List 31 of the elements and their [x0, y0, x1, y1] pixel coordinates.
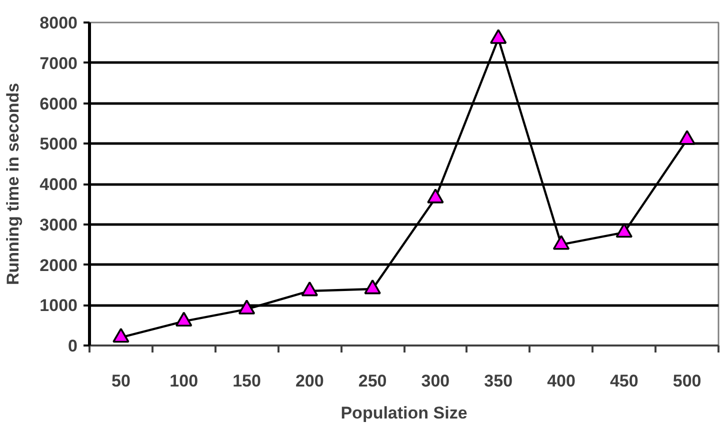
x-tick-label: 150 [232, 372, 261, 390]
y-tick-label: 4000 [40, 175, 78, 194]
x-tick-label: 500 [672, 372, 702, 390]
y-tick-label: 6000 [40, 94, 78, 114]
point [112, 328, 130, 343]
y-tick-label: 7000 [40, 54, 78, 73]
y-tick-label: 1000 [40, 296, 78, 316]
y-tick-label: 0 [68, 336, 78, 356]
point [175, 312, 192, 327]
y-axis-title: Running time in seconds [4, 82, 23, 286]
point [427, 188, 444, 204]
x-tick-label: 50 [111, 372, 130, 390]
x-tick-label: 300 [421, 372, 450, 390]
x-tick-label: 200 [295, 372, 324, 390]
y-tick-label: 3000 [40, 215, 78, 234]
point [678, 130, 696, 145]
x-tick-label: 450 [610, 372, 638, 390]
x-tick-label: 350 [484, 372, 513, 390]
x-axis-title: Population Size [340, 404, 468, 422]
point [238, 300, 256, 314]
x-tick-label: 100 [170, 372, 198, 390]
y-tick-label: 5000 [40, 134, 78, 154]
x-tick-label: 250 [358, 372, 387, 390]
y-tick-label: 8000 [40, 14, 78, 32]
point [552, 235, 570, 250]
point [490, 29, 507, 44]
y-tick-label: 2000 [40, 256, 78, 275]
point [616, 222, 633, 238]
point [364, 279, 381, 294]
x-tick-label: 400 [547, 372, 576, 390]
point [301, 281, 318, 296]
